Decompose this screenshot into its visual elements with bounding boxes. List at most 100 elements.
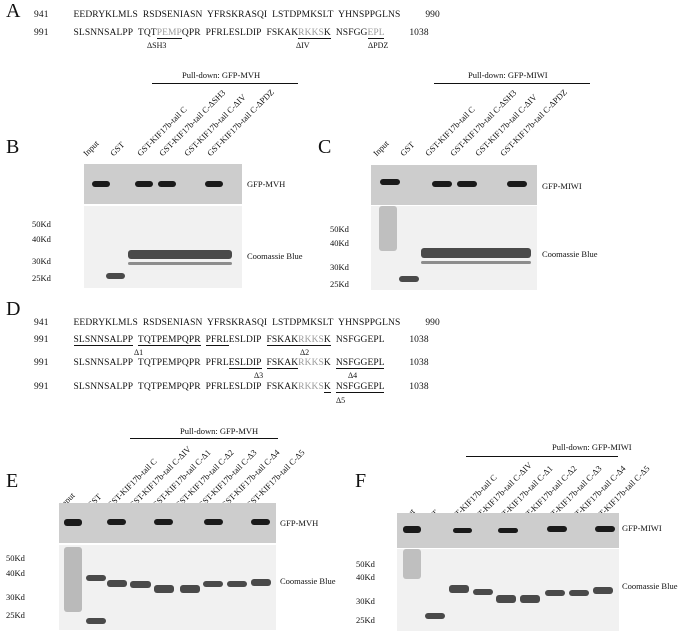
seq-block: K <box>323 382 331 393</box>
mark-div: ΔIV <box>296 41 310 50</box>
coomassie-gel-c <box>371 206 537 290</box>
seq-a-row1: 941 EEDRYKLMLS RSDSENIASN YFRSKRASQI LST… <box>34 10 440 20</box>
seq-end: 1038 <box>409 335 429 345</box>
wb-label-f: GFP-MIWI <box>622 523 662 533</box>
seq-block: SLSNNSALPP <box>73 335 134 346</box>
seq-block: TQTPEMPQPR <box>137 382 201 392</box>
marker-label: 25Kd <box>6 610 25 620</box>
coomassie-gel-f <box>397 549 619 631</box>
seq-block: FSKAK <box>266 335 299 346</box>
blot-band <box>595 526 615 532</box>
gel-band <box>449 585 469 593</box>
seq-end: 1038 <box>409 358 429 368</box>
pulldown-line-c <box>434 83 590 84</box>
seq-block: PFRL <box>205 335 229 346</box>
seq-block-pdz: EPL <box>367 28 385 39</box>
panel-label-a: A <box>6 0 21 22</box>
seq-block: SLSNNSALPP <box>73 382 134 392</box>
panel-label-d: D <box>6 298 21 320</box>
gel-band <box>593 587 613 594</box>
seq-end: 1038 <box>409 382 429 392</box>
seq-block: RSDSENIASN <box>142 10 203 20</box>
stain-label-b: Coomassie Blue <box>247 251 303 261</box>
seq-block: TQTPEMPQPR <box>137 358 201 368</box>
gel-band <box>107 580 127 587</box>
seq-block: SLSNNSALPP <box>73 358 134 368</box>
seq-block: SLSNNSALPP <box>73 28 134 38</box>
gel-band <box>403 549 421 579</box>
seq-block: NSFGGEPL <box>335 358 385 369</box>
seq-a-row2: 991 SLSNNSALPP TQTPEMPQPR PFRLESLDIP FSK… <box>34 28 429 39</box>
stain-label-e: Coomassie Blue <box>280 576 336 586</box>
marker-label: 25Kd <box>32 273 51 283</box>
seq-end: 1038 <box>409 28 429 38</box>
gel-band <box>251 579 271 586</box>
seq-block: EEDRYKLMLS <box>73 10 138 20</box>
mark-d5: Δ5 <box>336 396 346 405</box>
mark-dsh3: ΔSH3 <box>147 41 167 50</box>
gel-band <box>425 613 445 619</box>
coomassie-gel-e <box>59 545 276 630</box>
seq-block: YHNSPPGLNS <box>338 318 401 328</box>
gel-band <box>545 590 565 596</box>
blot-band <box>403 526 421 533</box>
blot-band <box>154 519 173 525</box>
marker-label: 50Kd <box>356 559 375 569</box>
seq-block: PFRLESLDIP <box>205 28 262 38</box>
seq-block: QPR <box>181 28 201 38</box>
lane-label: Input <box>80 138 101 158</box>
wb-label-e: GFP-MVH <box>280 518 319 528</box>
gel-band <box>180 585 200 593</box>
mark-dpdz: ΔPDZ <box>368 41 389 50</box>
western-blot-b <box>84 164 242 204</box>
pulldown-line-f <box>466 456 618 457</box>
gel-band <box>128 250 232 259</box>
western-blot-e <box>59 503 276 543</box>
seq-block: PFRLESLDIP <box>205 382 262 392</box>
seq-block: NSFGGEPL <box>335 382 385 393</box>
seq-block: NSFGGEPL <box>335 335 385 345</box>
panel-label-e: E <box>6 470 19 492</box>
marker-label: 40Kd <box>356 572 375 582</box>
gel-band <box>203 581 223 587</box>
mark-d3: Δ3 <box>254 371 264 380</box>
seq-block: EEDRYKLMLS <box>73 318 138 328</box>
seq-block: LSTDPMKSLT <box>272 10 334 20</box>
blot-band <box>453 528 472 533</box>
stain-label-f: Coomassie Blue <box>622 581 678 591</box>
marker-label: 50Kd <box>32 219 51 229</box>
gel-band <box>473 589 493 595</box>
seq-end: 990 <box>425 318 440 328</box>
gel-band <box>86 575 106 581</box>
mark-d1: Δ1 <box>134 348 144 357</box>
blot-band <box>498 528 518 533</box>
seq-block: K <box>323 358 331 368</box>
blot-band <box>380 179 400 185</box>
seq-block: PFRL <box>205 358 229 368</box>
lane-label: GST <box>397 139 417 158</box>
marker-label: 25Kd <box>356 615 375 625</box>
blot-band <box>158 181 176 187</box>
gel-band <box>130 581 151 588</box>
seq-block: K <box>323 28 331 39</box>
marker-label: 30Kd <box>6 592 25 602</box>
pulldown-title-b: Pull-down: GFP-MVH <box>182 70 261 80</box>
marker-label: 40Kd <box>6 568 25 578</box>
blot-band <box>457 181 477 187</box>
seq-end: 990 <box>425 10 440 20</box>
seq-block: TQTPEMPQPR <box>137 335 201 346</box>
marker-label: 30Kd <box>32 256 51 266</box>
blot-band <box>251 519 270 525</box>
seq-block: RKKS <box>298 358 324 368</box>
blot-band <box>135 181 153 187</box>
coomassie-gel-b <box>84 206 242 288</box>
gel-band <box>154 585 174 593</box>
seq-block: FSKAK <box>266 382 299 392</box>
gel-band <box>421 261 531 264</box>
marker-label: 30Kd <box>330 262 349 272</box>
seq-block-iv: RKKS <box>298 28 324 39</box>
marker-label: 30Kd <box>356 596 375 606</box>
lane-label: GST <box>107 139 127 158</box>
gel-band <box>379 206 397 251</box>
mark-d4: Δ4 <box>348 371 358 380</box>
